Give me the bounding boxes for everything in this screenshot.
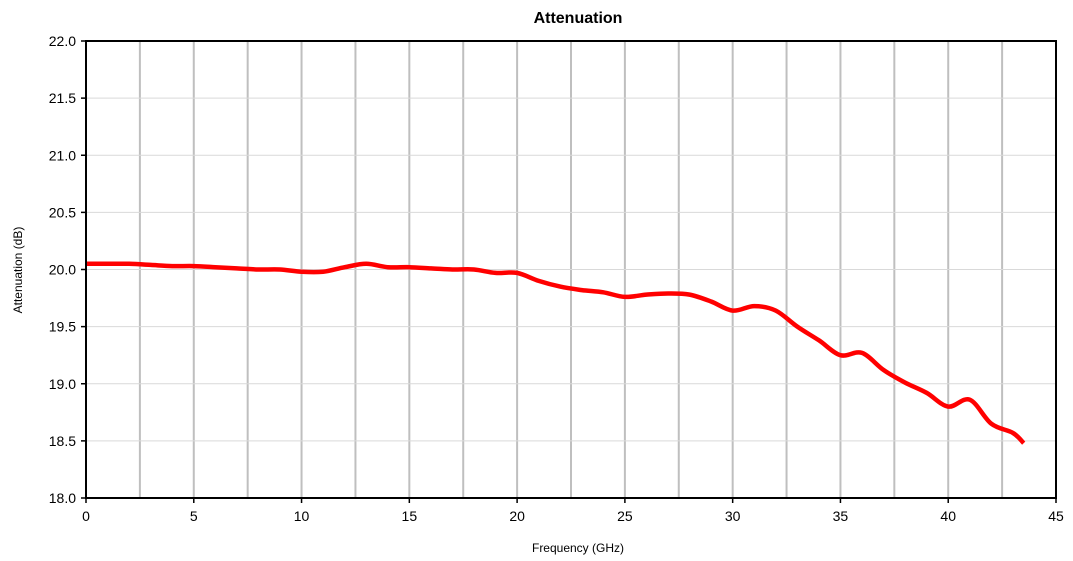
x-tick-label: 5 xyxy=(190,508,198,524)
x-tick-label: 10 xyxy=(294,508,310,524)
x-tick-label: 40 xyxy=(940,508,956,524)
x-tick-label: 45 xyxy=(1048,508,1064,524)
y-tick-label: 19.5 xyxy=(49,319,76,335)
x-axis-label: Frequency (GHz) xyxy=(532,541,624,555)
y-tick-label: 20.5 xyxy=(49,204,76,220)
axis-ticks: 0 5 10 15 20 25 30 35 40 45 18.0 18.5 19.0 19.5 20.0 20… xyxy=(49,33,1064,524)
chart-title: Attenuation xyxy=(534,10,623,27)
gridlines xyxy=(86,41,1056,498)
y-axis-label: Attenuation (dB) xyxy=(11,227,25,314)
x-tick-label: 25 xyxy=(617,508,633,524)
y-tick-label: 19.0 xyxy=(49,376,76,392)
x-tick-label: 0 xyxy=(82,508,90,524)
x-tick-label: 15 xyxy=(402,508,418,524)
y-tick-label: 20.0 xyxy=(49,262,76,278)
attenuation-series-line xyxy=(85,261,1026,445)
y-tick-label: 18.0 xyxy=(49,490,76,506)
series-layer xyxy=(85,261,1026,445)
x-tick-label: 30 xyxy=(725,508,741,524)
x-tick-label: 20 xyxy=(509,508,525,524)
y-tick-label: 21.5 xyxy=(49,90,76,106)
y-tick-label: 22.0 xyxy=(49,33,76,49)
y-tick-label: 21.0 xyxy=(49,147,76,163)
x-tick-label: 35 xyxy=(833,508,849,524)
y-tick-label: 18.5 xyxy=(49,433,76,449)
